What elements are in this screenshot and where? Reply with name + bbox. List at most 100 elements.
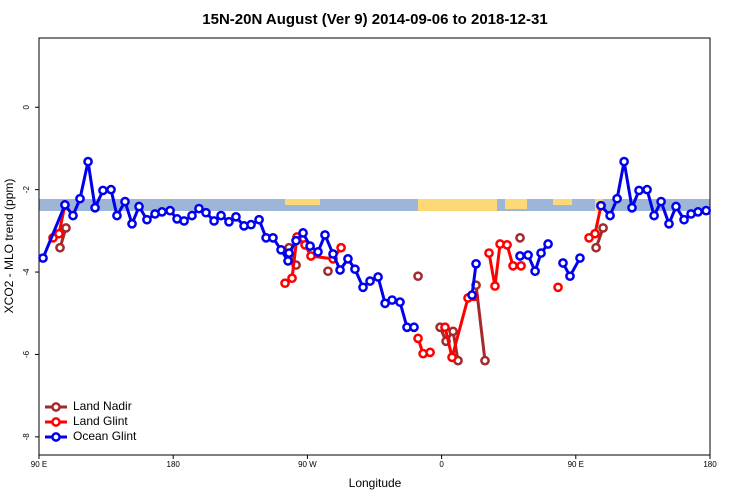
data-point [306, 251, 316, 261]
data-point [61, 223, 71, 233]
data-point [38, 253, 48, 263]
data-point [664, 218, 674, 229]
data-point [373, 272, 383, 282]
data-point [395, 297, 405, 307]
data-point [106, 184, 116, 195]
data-point [287, 273, 297, 284]
data-point [413, 333, 423, 344]
data-point [558, 258, 568, 268]
data-point [591, 242, 601, 253]
data-point [530, 266, 540, 277]
legend-label: Ocean Glint [73, 429, 137, 443]
data-point [276, 244, 286, 255]
data-point [605, 210, 615, 221]
data-point [598, 223, 608, 233]
legend-marker [51, 432, 61, 442]
data-point [553, 282, 563, 293]
data-point [120, 196, 130, 207]
data-point [508, 261, 518, 271]
data-point [693, 207, 703, 217]
data-point [98, 185, 108, 196]
data-point [187, 210, 197, 221]
data-point [502, 240, 512, 250]
legend-label: Land Glint [73, 414, 128, 428]
data-point [671, 201, 681, 212]
data-point [224, 216, 234, 227]
data-point [649, 210, 659, 221]
data-point [634, 185, 644, 196]
data-point [201, 207, 211, 218]
data-point [619, 156, 629, 167]
data-point [134, 201, 144, 212]
data-point [596, 200, 606, 211]
data-point [515, 232, 525, 243]
data-point [516, 261, 526, 271]
data-point [68, 210, 78, 221]
data-point [112, 210, 122, 221]
data-point [216, 210, 226, 221]
series-line [52, 204, 603, 359]
data-point [90, 202, 100, 213]
data-point [575, 253, 585, 263]
data-point [590, 228, 600, 239]
data-point [447, 352, 457, 363]
y-tick-label: -2 [22, 186, 31, 194]
data-point [165, 205, 175, 216]
data-point [409, 322, 419, 333]
data-point [543, 239, 553, 249]
data-point [565, 271, 575, 282]
data-point [194, 203, 204, 214]
data-point [343, 254, 353, 264]
data-point [335, 265, 345, 275]
y-axis-label: XCO2 - MLO trend (ppm) [2, 179, 16, 314]
y-tick-label: -4 [22, 268, 31, 276]
data-point [536, 248, 546, 258]
data-point [231, 211, 241, 222]
data-point [179, 216, 189, 226]
data-point [467, 290, 477, 300]
x-tick-label: 180 [703, 460, 717, 469]
series-line [41, 160, 707, 329]
x-tick-label: 180 [167, 460, 181, 469]
data-point [54, 228, 64, 239]
data-point [323, 266, 333, 277]
y-tick-label: 0 [22, 104, 31, 109]
data-point [283, 256, 293, 266]
data-point [157, 207, 167, 217]
x-tick-label: 0 [439, 460, 444, 469]
data-point [480, 355, 490, 366]
data-point [365, 276, 375, 286]
data-point [490, 281, 500, 291]
data-point [328, 249, 338, 259]
data-point [471, 258, 481, 269]
data-point [425, 347, 435, 358]
x-tick-label: 90 W [298, 460, 317, 469]
data-point [679, 214, 689, 225]
data-point [254, 214, 264, 225]
data-point [75, 193, 85, 204]
data-point [209, 216, 219, 226]
data-point [515, 251, 525, 261]
data-point [305, 241, 315, 251]
data-point [523, 250, 533, 261]
legend-marker [51, 402, 61, 412]
data-point [83, 156, 93, 167]
data-point [55, 242, 65, 253]
data-point [642, 184, 652, 195]
data-point [284, 248, 294, 258]
data-point [142, 214, 152, 225]
data-point [336, 242, 346, 253]
legend-label: Land Nadir [73, 399, 132, 413]
y-tick-label: -8 [22, 433, 31, 441]
x-tick-label: 90 E [568, 460, 584, 469]
data-point [127, 218, 137, 229]
data-point [291, 235, 301, 246]
x-axis-label: Longitude [349, 476, 402, 490]
data-point [320, 230, 330, 240]
data-point [350, 264, 360, 275]
legend-marker [51, 417, 61, 427]
data-point [298, 228, 308, 238]
data-point [60, 200, 70, 210]
data-point [387, 295, 397, 305]
